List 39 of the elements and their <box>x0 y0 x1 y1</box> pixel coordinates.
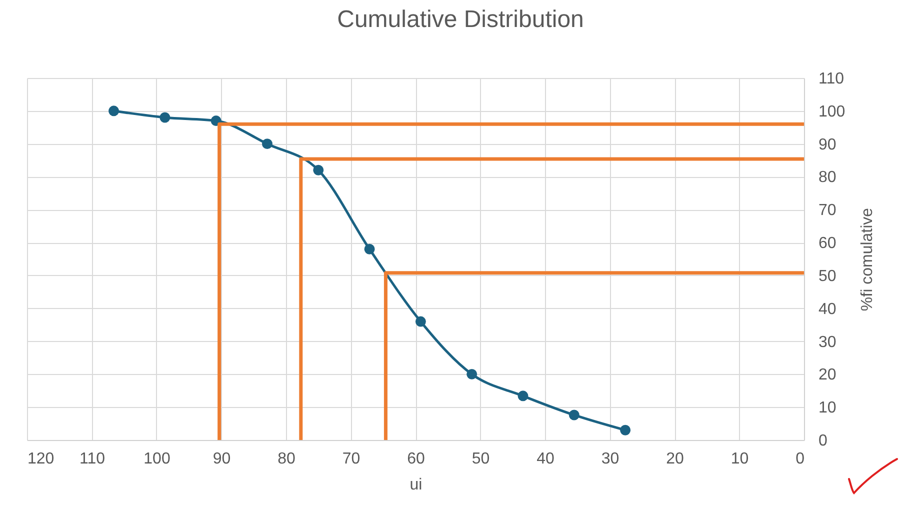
y-tick-label: 100 <box>818 103 846 120</box>
y-tick-label: 80 <box>818 169 836 186</box>
x-tick-label: 50 <box>472 450 490 468</box>
x-tick-label: 80 <box>278 450 296 468</box>
point <box>568 410 580 420</box>
point <box>210 116 222 126</box>
x-tick-label: 0 <box>796 450 805 468</box>
y-tick-label: 40 <box>818 300 836 318</box>
y-tick-label: 90 <box>818 136 836 154</box>
x-tick-label: 100 <box>144 450 170 468</box>
x-axis-title: ui <box>410 476 422 494</box>
point <box>262 138 272 150</box>
y-tick-label: 30 <box>818 334 836 351</box>
point <box>313 164 324 176</box>
y-tick-label: 110 <box>818 70 844 88</box>
point <box>518 390 528 402</box>
point <box>160 112 170 123</box>
x-tick-label: 120 <box>28 450 54 468</box>
chart-title: Cumulative Distribution <box>337 6 584 33</box>
y-tick-label: 50 <box>818 268 836 285</box>
point <box>620 424 631 436</box>
x-tick-label: 70 <box>342 450 360 468</box>
point <box>415 316 426 327</box>
y-tick-label: 70 <box>818 202 836 220</box>
y-tick-label: 20 <box>818 366 836 384</box>
y-tick-label: 10 <box>818 400 836 417</box>
x-tick-label: 30 <box>601 450 620 468</box>
y-axis-title: %fi comulative <box>859 208 876 312</box>
x-tick-label: 110 <box>79 450 106 468</box>
y-tick-label: 0 <box>818 432 828 450</box>
y-tick-label: 60 <box>818 235 836 252</box>
x-tick-label: 10 <box>730 450 749 468</box>
point <box>108 106 120 116</box>
point <box>466 368 478 380</box>
x-tick-label: 40 <box>536 450 554 468</box>
x-tick-label: 90 <box>212 450 231 468</box>
x-tick-label: 60 <box>407 450 425 468</box>
point <box>364 244 375 254</box>
x-tick-label: 20 <box>666 450 684 468</box>
